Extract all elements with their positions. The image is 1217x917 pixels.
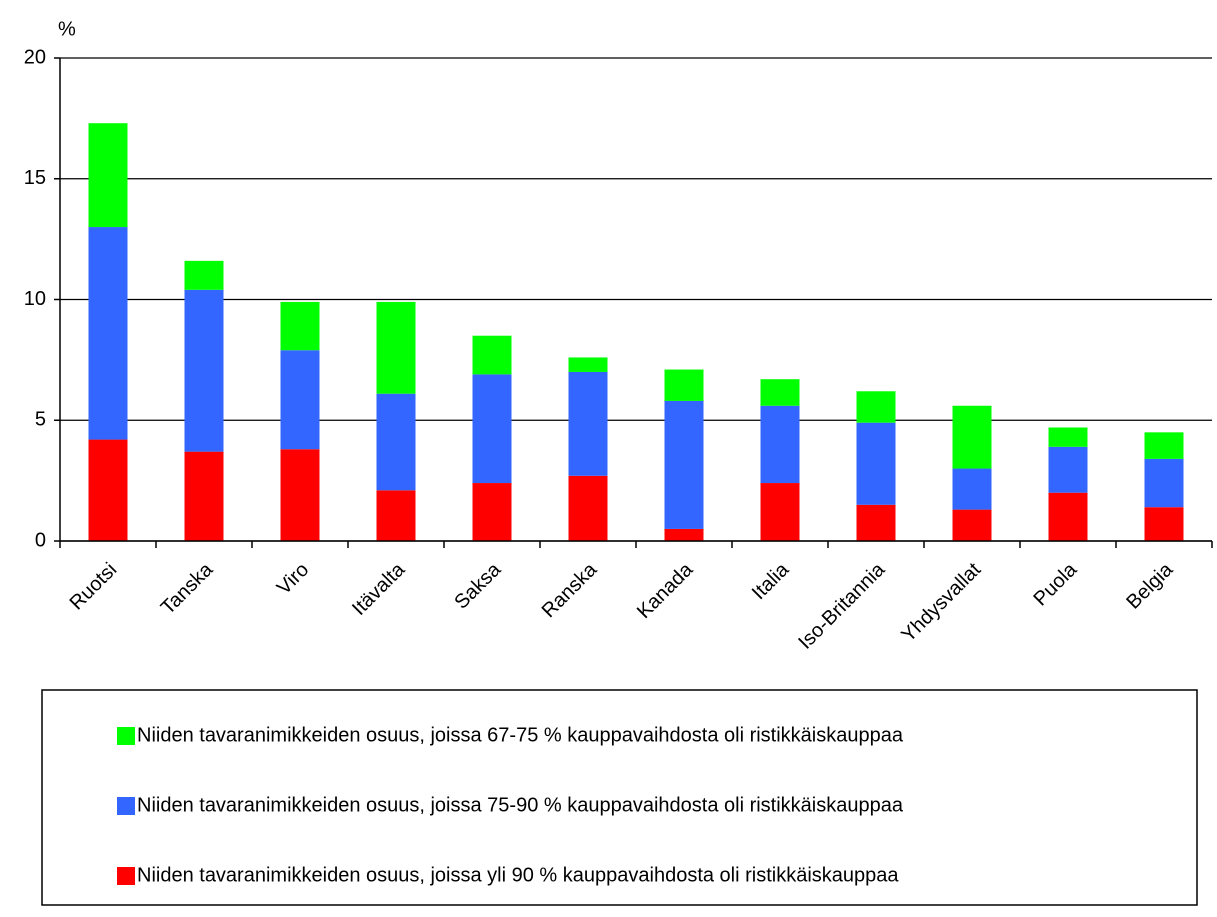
bar-segment <box>1144 458 1184 508</box>
bar-segment <box>184 451 224 541</box>
bar-segment <box>376 301 416 394</box>
bar-segment <box>376 393 416 491</box>
bar-segment <box>664 528 704 541</box>
bar-segment <box>856 422 896 505</box>
bar-segment <box>760 379 800 406</box>
bar-segment <box>856 391 896 423</box>
x-tick-label: Itävalta <box>348 558 410 620</box>
bar-segment <box>1048 427 1088 447</box>
legend-label: Niiden tavaranimikkeiden osuus, joissa y… <box>137 864 899 886</box>
bar-segment <box>472 483 512 541</box>
y-tick-label: 5 <box>35 409 46 431</box>
bar-segment <box>952 468 992 510</box>
x-tick-label: Puola <box>1030 558 1082 610</box>
bar-segment <box>88 123 128 228</box>
y-tick-label: 15 <box>24 167 46 189</box>
x-tick-label: Ranska <box>538 558 602 622</box>
legend-label: Niiden tavaranimikkeiden osuus, joissa 6… <box>137 724 904 746</box>
bar-segment <box>472 374 512 484</box>
x-tick-label: Kanada <box>633 558 698 623</box>
legend-swatch <box>117 867 135 885</box>
x-tick-label: Viro <box>273 559 313 599</box>
bar-segment <box>184 260 224 290</box>
bar-segment <box>472 335 512 375</box>
bar-segment <box>280 449 320 541</box>
bar-segment <box>280 301 320 351</box>
x-tick-label: Italia <box>748 558 794 604</box>
bar-segment <box>280 350 320 450</box>
bar-segment <box>1144 507 1184 541</box>
bar-segment <box>1048 492 1088 541</box>
bar-segment <box>856 504 896 541</box>
bar-segment <box>952 405 992 469</box>
x-tick-label: Iso-Britannia <box>794 558 890 654</box>
x-tick-label: Belgia <box>1122 558 1177 613</box>
x-tick-label: Ruotsi <box>66 559 122 615</box>
bar-segment <box>568 357 608 372</box>
bar-segment <box>760 405 800 484</box>
legend-label: Niiden tavaranimikkeiden osuus, joissa 7… <box>137 794 904 816</box>
bar-segment <box>952 509 992 541</box>
legend-box <box>41 689 1198 906</box>
y-tick-label: 10 <box>24 288 46 310</box>
bar-segment <box>184 289 224 452</box>
bar-segment <box>568 371 608 476</box>
bar-segment <box>664 369 704 401</box>
y-axis-label: % <box>58 18 76 40</box>
bar-segment <box>1048 446 1088 493</box>
bar-segment <box>664 400 704 529</box>
legend-swatch <box>117 727 135 745</box>
legend-swatch <box>117 797 135 815</box>
x-tick-label: Saksa <box>450 558 505 613</box>
x-tick-label: Yhdysvallat <box>897 558 985 646</box>
bar-segment <box>88 227 128 440</box>
bar-segment <box>1144 432 1184 459</box>
y-tick-label: 20 <box>24 46 46 68</box>
bar-segment <box>376 490 416 541</box>
bar-segment <box>760 483 800 541</box>
y-tick-label: 0 <box>35 529 46 551</box>
bar-segment <box>568 475 608 541</box>
x-tick-label: Tanska <box>157 558 218 619</box>
bar-segment <box>88 439 128 541</box>
